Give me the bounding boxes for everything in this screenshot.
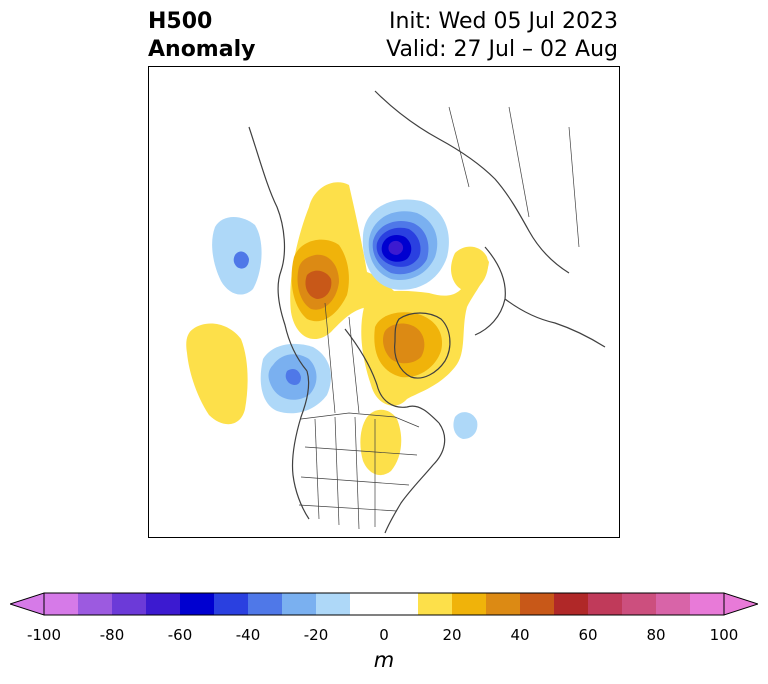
- anomaly-map-svg: [149, 67, 619, 537]
- valid-range: Valid: 27 Jul – 02 Aug: [386, 37, 618, 62]
- colorbar-tick-label: 20: [442, 626, 462, 644]
- colorbar-segment: [214, 593, 249, 615]
- positive-anomaly-central-us: [360, 409, 402, 476]
- colorbar-tick-label: -100: [26, 626, 62, 644]
- title-block-left: H500 Anomaly: [148, 8, 255, 64]
- border-interior-1: [314, 418, 320, 520]
- coastline-east-na: [384, 422, 446, 534]
- colorbar-tick-label: -20: [303, 626, 329, 644]
- colorbar-segment: [112, 593, 147, 615]
- border-interior-7: [298, 504, 398, 512]
- border-canada-prov-2: [348, 316, 360, 414]
- border-interior-6: [300, 476, 410, 486]
- title-block-right: Init: Wed 05 Jul 2023 Valid: 27 Jul – 02…: [386, 8, 618, 64]
- border-interior-5: [304, 446, 418, 456]
- coastlines: [248, 90, 606, 534]
- border-russia-3: [568, 126, 580, 248]
- coastline-hudson: [344, 328, 440, 424]
- colorbar-tick-label: -80: [99, 626, 125, 644]
- border-us-canada: [300, 412, 420, 428]
- colorbar-segment: [690, 593, 725, 615]
- anomaly-map: [148, 66, 620, 538]
- political-borders: [298, 106, 580, 530]
- colorbar-segment: [418, 593, 453, 615]
- negative-anomaly-gulf-alaska-20: [233, 251, 249, 269]
- colorbar-tick-label: -40: [235, 626, 261, 644]
- border-russia-1: [448, 106, 470, 188]
- colorbar-tick-label: 100: [709, 626, 739, 644]
- colorbar-segment: [588, 593, 623, 615]
- negative-anomaly-pnw-30: [285, 369, 301, 385]
- positive-anomaly-pacific: [186, 323, 248, 425]
- coastline-alaska: [248, 126, 308, 372]
- border-interior-3: [354, 416, 360, 530]
- colorbar-outline: [43, 592, 725, 616]
- colorbar-segment: [282, 593, 317, 615]
- colorbar-segment: [486, 593, 521, 615]
- coastline-eurasia: [374, 90, 570, 274]
- negative-anomaly-atlantic: [453, 412, 478, 439]
- colorbar-segment: [180, 593, 215, 615]
- positive-anomaly-alaska-40: [305, 270, 332, 299]
- colorbar-tick-label: 80: [646, 626, 666, 644]
- border-canada-prov-1: [324, 302, 336, 414]
- positive-anomaly-svalbard: [451, 246, 489, 292]
- colorbar-unit-label: m: [373, 648, 395, 672]
- border-interior-2: [334, 416, 340, 526]
- border-russia-2: [508, 106, 530, 218]
- colorbar: [8, 590, 760, 620]
- colorbar-segment: [384, 593, 419, 615]
- colorbar-tick-label: -60: [167, 626, 193, 644]
- colorbar-left-extend-arrow: [8, 592, 45, 616]
- colorbar-segment: [452, 593, 487, 615]
- colorbar-svg: [8, 592, 760, 616]
- colorbar-segment: [248, 593, 283, 615]
- colorbar-tick-label: 0: [379, 626, 389, 644]
- colorbar-segments: [44, 593, 725, 615]
- colorbar-segment: [622, 593, 657, 615]
- coastline-greenland: [394, 312, 451, 379]
- init-date: Init: Wed 05 Jul 2023: [388, 9, 618, 34]
- colorbar-segment: [350, 593, 385, 615]
- coastline-west-na: [291, 370, 310, 520]
- colorbar-segment: [146, 593, 181, 615]
- colorbar-segment: [78, 593, 113, 615]
- colorbar-segment: [554, 593, 589, 615]
- colorbar-segment: [656, 593, 691, 615]
- positive-anomaly-greenland-30: [383, 323, 425, 364]
- title-field-name: H500: [148, 9, 213, 34]
- colorbar-right-extend-arrow: [723, 592, 760, 616]
- colorbar-tick-label: 40: [510, 626, 530, 644]
- coastline-europe: [504, 298, 606, 348]
- colorbar-segment: [520, 593, 555, 615]
- title-field-type: Anomaly: [148, 37, 256, 62]
- negative-anomaly-arctic-60: [388, 240, 404, 255]
- colorbar-tick-label: 60: [578, 626, 598, 644]
- colorbar-segment: [44, 593, 79, 615]
- colorbar-segment: [316, 593, 351, 615]
